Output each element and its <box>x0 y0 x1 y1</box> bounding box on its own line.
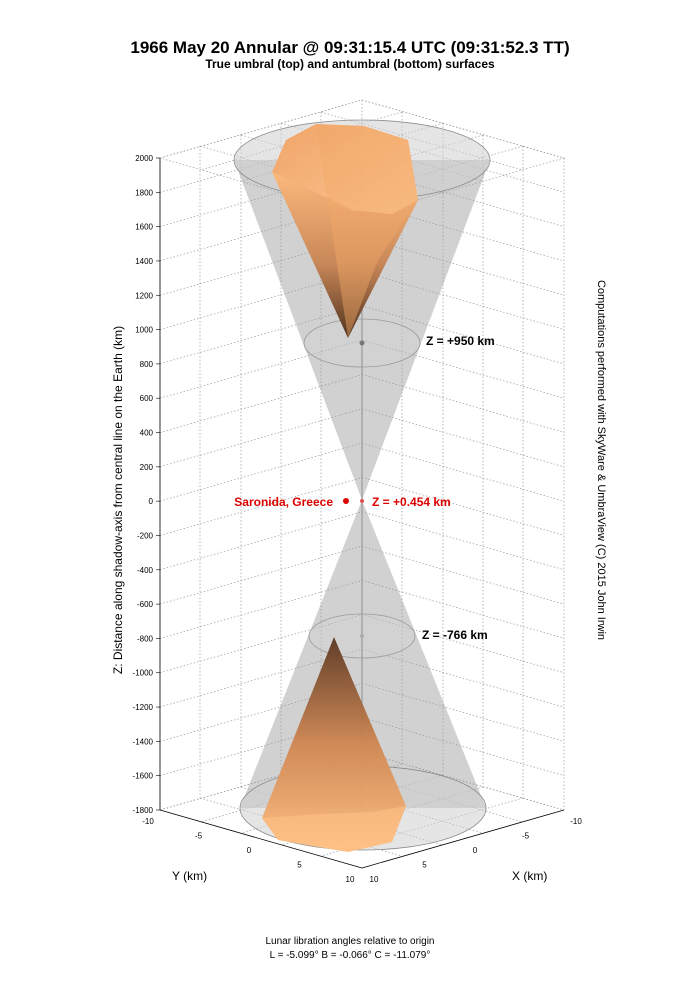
z-tick-label: -400 <box>137 566 154 575</box>
z-tick-label: 1600 <box>135 223 153 232</box>
x-axis-title: X (km) <box>512 869 547 883</box>
antumbral-surface <box>262 637 406 852</box>
z-tick-label: 1800 <box>135 188 153 197</box>
z-tick-label: 600 <box>140 394 154 403</box>
z-tick-label: -800 <box>137 634 154 643</box>
floor-axes <box>159 158 565 869</box>
umbral-surface <box>272 124 418 338</box>
xy-axis-ticks: -10 -5 0 5 10 -10 -5 0 5 10 <box>142 817 582 884</box>
annotation-upper-label: Z = +950 km <box>426 334 495 348</box>
chart-title: 1966 May 20 Annular @ 09:31:15.4 UTC (09… <box>130 38 570 57</box>
z-tick-label: -600 <box>137 600 154 609</box>
upper-vertex-marker <box>359 340 365 346</box>
umbral-cone <box>272 172 418 338</box>
libration-caption: Lunar libration angles relative to origi… <box>265 936 435 947</box>
z-tick-label: 1000 <box>135 326 153 335</box>
antumbral-base-rim <box>262 806 406 852</box>
annotation-upper: Z = +950 km <box>359 334 495 348</box>
y-tick-label: -10 <box>142 817 154 826</box>
credit-note: Computations performed with SkyWare & Um… <box>595 279 607 641</box>
annotation-lower-label: Z = -766 km <box>422 628 488 642</box>
z-grid-line <box>159 99 565 159</box>
x-tick-label: 5 <box>422 861 427 870</box>
x-tick-label: 0 <box>473 846 478 855</box>
y-tick-label: 10 <box>346 875 355 884</box>
z-tick-label: 200 <box>140 463 154 472</box>
antumbral-cone <box>262 637 406 852</box>
z-tick-label: -1400 <box>133 737 154 746</box>
z-tick-label: 400 <box>140 429 154 438</box>
y-axis-title: Y (km) <box>172 869 207 883</box>
annotation-origin: Saronida, Greece Z = +0.454 km <box>234 495 450 509</box>
libration-values: L = -5.099° B = -0.066° C = -11.079° <box>269 950 431 961</box>
y-tick-label: 5 <box>297 861 302 870</box>
z-tick-label: -1600 <box>133 772 154 781</box>
origin-marker <box>360 499 364 503</box>
lower-vertex-marker <box>360 634 364 638</box>
umbral-inner-wall <box>316 124 418 338</box>
z-tick-label: 1200 <box>135 291 153 300</box>
z-tick-label: -200 <box>137 531 154 540</box>
location-label: Saronida, Greece <box>234 495 333 509</box>
x-tick-label: -10 <box>570 817 582 826</box>
z-tick-label: 1400 <box>135 257 153 266</box>
chart-subtitle: True umbral (top) and antumbral (bottom)… <box>205 57 495 71</box>
z-tick-label: -1800 <box>133 806 154 815</box>
z-tick-label: 0 <box>149 497 154 506</box>
location-marker <box>343 498 349 504</box>
x-tick-label: -5 <box>522 832 530 841</box>
z-tick-label: -1000 <box>133 669 154 678</box>
z-axis-ticks: 2000180016001400120010008006004002000-20… <box>133 154 160 815</box>
umbral-cap <box>272 124 418 214</box>
annotation-lower: Z = -766 km <box>360 628 488 642</box>
z-axis-title: Z: Distance along shadow-axis from centr… <box>111 325 125 675</box>
x-tick-label: 10 <box>370 875 379 884</box>
z-tick-label: -1200 <box>133 703 154 712</box>
z-tick-label: 2000 <box>135 154 153 163</box>
z-tick-label: 800 <box>140 360 154 369</box>
y-tick-label: -5 <box>195 832 203 841</box>
annotation-origin-label: Z = +0.454 km <box>372 495 451 509</box>
y-tick-label: 0 <box>247 846 252 855</box>
